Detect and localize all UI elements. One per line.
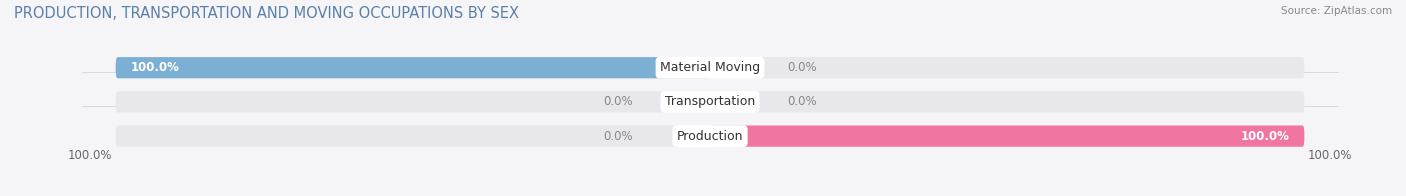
FancyBboxPatch shape [710, 125, 1305, 147]
Text: Material Moving: Material Moving [659, 61, 761, 74]
Text: Production: Production [676, 130, 744, 143]
Text: 0.0%: 0.0% [787, 95, 817, 108]
Text: 0.0%: 0.0% [603, 130, 633, 143]
Text: 0.0%: 0.0% [603, 95, 633, 108]
Text: 100.0%: 100.0% [1308, 149, 1353, 162]
Text: 100.0%: 100.0% [131, 61, 180, 74]
Text: PRODUCTION, TRANSPORTATION AND MOVING OCCUPATIONS BY SEX: PRODUCTION, TRANSPORTATION AND MOVING OC… [14, 6, 519, 21]
FancyBboxPatch shape [115, 91, 1305, 113]
FancyBboxPatch shape [115, 125, 1305, 147]
Text: 0.0%: 0.0% [787, 61, 817, 74]
FancyBboxPatch shape [115, 57, 710, 78]
Text: 100.0%: 100.0% [67, 149, 112, 162]
Text: Transportation: Transportation [665, 95, 755, 108]
Text: Source: ZipAtlas.com: Source: ZipAtlas.com [1281, 6, 1392, 16]
FancyBboxPatch shape [115, 57, 1305, 78]
Text: 100.0%: 100.0% [1240, 130, 1289, 143]
